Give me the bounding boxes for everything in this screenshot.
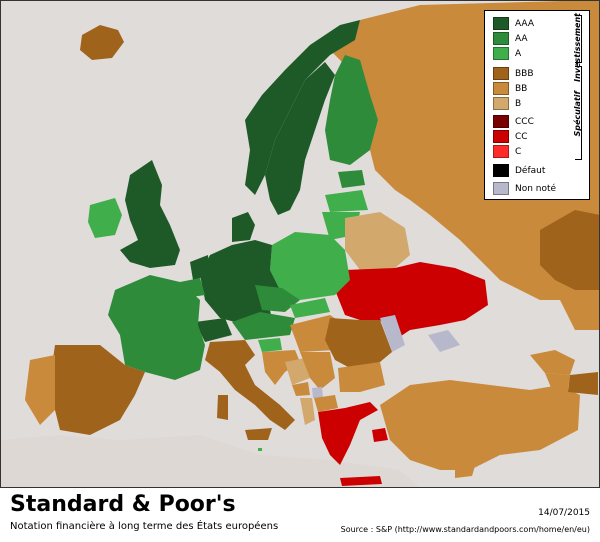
country-czech: [255, 285, 300, 312]
legend-swatch-bbb: [493, 67, 509, 80]
legend-swatch-aaa: [493, 17, 509, 30]
country-romania: [325, 318, 392, 368]
legend-label-bbb: BBB: [515, 68, 534, 79]
legend-group-speculative: Spéculatif: [573, 91, 582, 137]
legend-item-bb: BB: [493, 82, 527, 95]
legend-swatch-c: [493, 145, 509, 158]
country-sicily: [245, 428, 272, 440]
country-turkey: [380, 380, 580, 470]
footer-source: Source : S&P (http://www.standardandpoor…: [340, 525, 590, 534]
country-france: [108, 275, 205, 380]
country-austria: [232, 312, 295, 340]
footer-date: 14/07/2015: [538, 508, 590, 518]
country-netherlands: [190, 255, 210, 280]
legend-label-cc: CC: [515, 131, 528, 142]
legend-swatch-a: [493, 47, 509, 60]
country-macedonia: [314, 395, 338, 412]
footer-title: Standard & Poor's: [10, 492, 236, 517]
country-montenegro: [292, 382, 310, 396]
country-portugal: [25, 355, 55, 425]
country-iceland: [80, 25, 124, 60]
legend-label-c: C: [515, 146, 522, 157]
country-croatia: [262, 350, 300, 385]
country-greece: [318, 402, 378, 465]
country-norway: [245, 20, 360, 195]
legend-item-cc: CC: [493, 130, 528, 143]
legend-item-unrated: Non noté: [493, 182, 556, 195]
island-greek-aegean: [372, 428, 388, 442]
country-switzerland: [195, 318, 232, 342]
country-uk: [120, 160, 180, 268]
country-bulgaria: [338, 362, 385, 392]
legend: AAA AA A BBB BB B CCC CC C Défaut Non no…: [484, 10, 590, 200]
legend-label-default: Défaut: [515, 165, 546, 176]
region-crimea: [428, 330, 460, 352]
legend-swatch-unrated: [493, 182, 509, 195]
legend-label-b: B: [515, 98, 522, 109]
country-ukraine: [335, 262, 488, 340]
legend-item-bbb: BBB: [493, 67, 534, 80]
country-sweden: [265, 62, 335, 215]
legend-item-c: C: [493, 145, 521, 158]
country-crete: [340, 476, 382, 486]
country-azerbaijan: [568, 372, 598, 395]
legend-label-unrated: Non noté: [515, 183, 557, 194]
legend-bracket-investment: [575, 15, 582, 63]
country-moldova: [380, 315, 405, 352]
country-denmark: [232, 212, 255, 242]
country-ireland: [88, 198, 122, 238]
legend-swatch-b: [493, 97, 509, 110]
legend-swatch-ccc: [493, 115, 509, 128]
legend-item-aa: AA: [493, 32, 528, 45]
country-kazakhstan: [540, 210, 600, 290]
country-malta: [258, 448, 262, 451]
country-sardinia: [217, 395, 228, 420]
region-north-africa: [0, 435, 420, 488]
country-poland: [270, 232, 350, 300]
legend-label-a: A: [515, 48, 522, 59]
country-finland: [325, 55, 378, 165]
legend-item-a: A: [493, 47, 521, 60]
country-bosnia: [285, 358, 310, 385]
legend-swatch-default: [493, 164, 509, 177]
legend-item-b: B: [493, 97, 521, 110]
country-cyprus: [455, 466, 475, 478]
legend-swatch-bb: [493, 82, 509, 95]
country-estonia: [338, 170, 365, 188]
country-spain: [50, 345, 145, 435]
legend-item-ccc: CCC: [493, 115, 534, 128]
legend-swatch-aa: [493, 32, 509, 45]
country-armenia: [545, 373, 570, 390]
legend-item-aaa: AAA: [493, 17, 534, 30]
legend-item-default: Défaut: [493, 164, 545, 177]
country-germany: [200, 240, 280, 325]
footer-subtitle: Notation financière à long terme des Éta…: [10, 521, 279, 532]
country-belarus: [345, 212, 410, 270]
country-kosovo: [312, 387, 323, 398]
country-slovenia: [258, 338, 282, 352]
legend-bracket-speculative: [575, 66, 582, 160]
country-italy: [205, 340, 295, 430]
legend-label-aaa: AAA: [515, 18, 534, 29]
legend-label-ccc: CCC: [515, 116, 534, 127]
country-georgia: [530, 350, 575, 375]
country-albania: [300, 398, 315, 425]
legend-label-bb: BB: [515, 83, 528, 94]
country-latvia: [325, 190, 368, 212]
country-slovakia: [290, 298, 330, 318]
country-serbia: [300, 352, 335, 390]
legend-label-aa: AA: [515, 33, 528, 44]
legend-swatch-cc: [493, 130, 509, 143]
